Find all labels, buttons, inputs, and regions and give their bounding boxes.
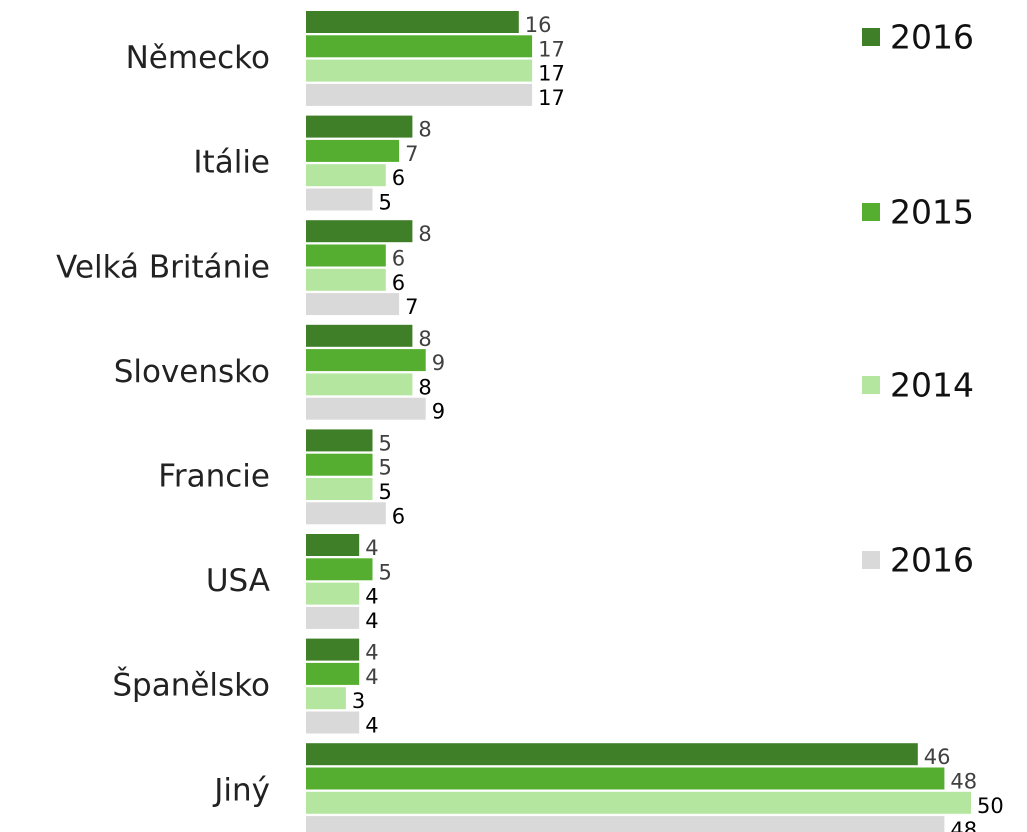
bar — [306, 59, 533, 82]
bar — [306, 188, 373, 211]
bar — [306, 743, 918, 766]
bar — [306, 582, 360, 605]
data-label: 50 — [977, 794, 1004, 818]
legend-label: 2014 — [890, 366, 974, 405]
bar — [306, 35, 533, 58]
legend-swatch — [862, 28, 880, 46]
data-label: 8 — [418, 375, 431, 399]
bar — [306, 397, 426, 420]
bar — [306, 11, 519, 33]
data-label: 6 — [392, 247, 405, 271]
data-label: 17 — [538, 62, 565, 86]
bar — [306, 767, 945, 790]
category-label: Francie — [158, 459, 270, 495]
bar — [306, 429, 373, 452]
bar — [306, 349, 426, 372]
category-label: Jiný — [212, 772, 270, 808]
data-label: 8 — [418, 222, 431, 246]
bar — [306, 268, 386, 291]
data-label: 5 — [379, 191, 392, 215]
data-label: 5 — [379, 560, 392, 584]
data-label: 17 — [538, 86, 565, 110]
bar — [306, 244, 386, 267]
data-label: 4 — [365, 665, 378, 689]
legend-swatch — [862, 203, 880, 221]
bar — [306, 687, 346, 710]
bar — [306, 324, 413, 347]
bar — [306, 638, 360, 661]
data-label: 7 — [405, 142, 418, 166]
legend-swatch — [862, 376, 880, 394]
data-label: 9 — [432, 351, 445, 375]
bar — [306, 711, 360, 734]
bar — [306, 791, 971, 814]
data-label: 9 — [432, 400, 445, 424]
data-label: 4 — [365, 641, 378, 665]
legend-label: 2016 — [890, 18, 974, 57]
category-label: Španělsko — [112, 667, 270, 704]
bar — [306, 164, 386, 187]
bar — [306, 816, 945, 832]
category-label: Velká Británie — [56, 249, 270, 285]
bar — [306, 83, 533, 106]
bar — [306, 115, 413, 138]
bar — [306, 373, 413, 396]
data-label: 46 — [924, 745, 951, 769]
data-label: 4 — [365, 536, 378, 560]
bar — [306, 453, 373, 476]
data-label: 8 — [418, 118, 431, 142]
data-label: 48 — [950, 818, 977, 832]
data-label: 3 — [352, 689, 365, 713]
data-label: 4 — [365, 585, 378, 609]
data-label: 6 — [392, 166, 405, 190]
legend-label: 2015 — [890, 193, 974, 232]
data-label: 4 — [365, 714, 378, 738]
bar — [306, 220, 413, 243]
data-label: 4 — [365, 609, 378, 633]
bar — [306, 478, 373, 500]
data-label: 5 — [379, 456, 392, 480]
data-label: 6 — [392, 271, 405, 295]
bar — [306, 293, 400, 316]
bar — [306, 534, 360, 556]
bar — [306, 662, 360, 685]
legend-swatch — [862, 551, 880, 569]
bar — [306, 139, 400, 162]
category-label: Itálie — [193, 145, 270, 181]
bar — [306, 606, 360, 629]
data-label: 5 — [379, 431, 392, 455]
data-label: 5 — [379, 480, 392, 504]
category-label: Slovensko — [114, 354, 270, 390]
data-label: 8 — [418, 327, 431, 351]
data-label: 48 — [950, 770, 977, 794]
data-label: 17 — [538, 37, 565, 61]
bar — [306, 502, 386, 525]
category-label: Německo — [126, 40, 270, 76]
data-label: 16 — [525, 13, 552, 37]
category-label: USA — [206, 563, 270, 599]
bar — [306, 558, 373, 581]
data-label: 6 — [392, 504, 405, 528]
legend-label: 2016 — [890, 541, 974, 580]
data-label: 7 — [405, 295, 418, 319]
